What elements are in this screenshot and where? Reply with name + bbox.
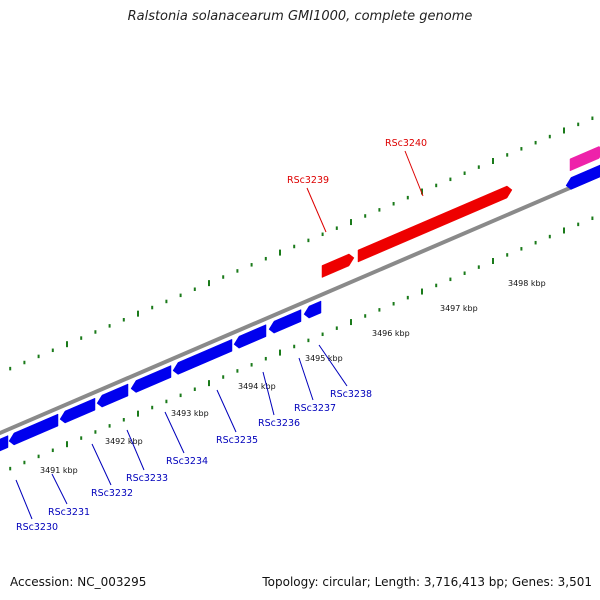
outer-tick-track — [9, 116, 594, 371]
reverse-gene-leader — [126, 429, 145, 471]
scale-label: 3492 kbp — [105, 437, 143, 446]
reverse-gene-rsc3235[interactable] — [172, 338, 233, 375]
reverse-gene-leader — [318, 344, 348, 387]
reverse-gene-label[interactable]: RSc3230 — [16, 522, 58, 533]
genome-backbone — [0, 172, 600, 436]
reverse-gene-rsc3236[interactable] — [233, 324, 267, 349]
forward-gene-leader — [404, 150, 424, 197]
scale-label: 3493 kbp — [171, 409, 209, 418]
forward-gene-label[interactable]: RSc3239 — [287, 175, 329, 186]
scale-label: 3496 kbp — [372, 329, 410, 338]
genome-stats-text: Topology: circular; Length: 3,716,413 bp… — [262, 575, 592, 589]
forward-gene-label[interactable]: RSc3240 — [385, 138, 427, 149]
forward-gene-rsc3239[interactable] — [321, 253, 355, 278]
reverse-gene-rsc3234[interactable] — [130, 365, 172, 393]
scale-label: 3495 kbp — [305, 354, 343, 363]
reverse-gene-leader — [164, 411, 185, 454]
scale-label: 3498 kbp — [508, 279, 546, 288]
reverse-gene-leader — [51, 473, 68, 505]
reverse-gene-rsc3232[interactable] — [59, 397, 96, 424]
backbone-layer — [0, 172, 600, 436]
reverse-gene-leader — [15, 479, 33, 520]
scale-label: 3497 kbp — [440, 304, 478, 313]
scale-label: 3491 kbp — [40, 466, 78, 475]
reverse-gene-label[interactable]: RSc3236 — [258, 418, 300, 429]
reverse-gene-leader — [262, 371, 275, 416]
forward-gene-leader — [306, 187, 327, 233]
reverse-gene-label[interactable]: RSc3235 — [216, 435, 258, 446]
reverse-gene-rsc3237[interactable] — [268, 309, 302, 334]
feature-layer — [0, 146, 600, 454]
reverse-gene-rsc3231[interactable] — [8, 413, 59, 446]
scale-label: 3494 kbp — [238, 382, 276, 391]
partial-gene-right-reverse[interactable] — [565, 163, 600, 190]
accession-text: Accession: NC_003295 — [10, 575, 147, 589]
reverse-gene-rsc3230[interactable] — [0, 435, 9, 454]
reverse-gene-label[interactable]: RSc3238 — [330, 389, 372, 400]
partial-gene-right[interactable] — [569, 146, 600, 172]
inner-tick-track — [9, 216, 594, 471]
reverse-gene-rsc3233[interactable] — [96, 383, 129, 408]
reverse-gene-leader — [91, 443, 112, 486]
forward-gene-rsc3240[interactable] — [357, 185, 513, 263]
genome-title: Ralstonia solanacearum GMI1000, complete… — [127, 9, 473, 24]
reverse-gene-label[interactable]: RSc3237 — [294, 403, 336, 414]
reverse-gene-leader — [216, 389, 237, 433]
reverse-gene-label[interactable]: RSc3231 — [48, 507, 90, 518]
scale-label-layer: 3491 kbp 3492 kbp 3493 kbp 3494 kbp 3495 kbp… — [40, 279, 546, 475]
reverse-gene-label[interactable]: RSc3234 — [166, 456, 208, 467]
reverse-gene-label[interactable]: RSc3233 — [126, 473, 168, 484]
reverse-gene-label[interactable]: RSc3232 — [91, 488, 133, 499]
reverse-gene-leader — [298, 357, 314, 401]
reverse-gene-rsc3238[interactable] — [303, 300, 322, 319]
